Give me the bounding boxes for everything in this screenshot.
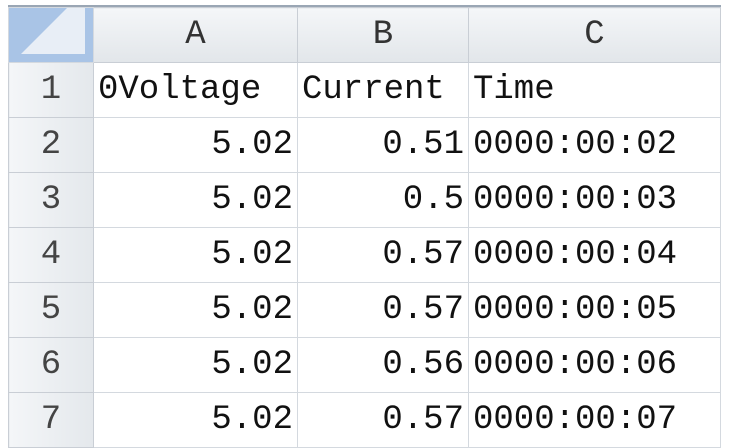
- cell-c7[interactable]: 0000:00:07: [468, 392, 721, 448]
- column-header-b[interactable]: B: [297, 7, 469, 63]
- cell-b7[interactable]: 0.57: [297, 392, 469, 448]
- cell-b6[interactable]: 0.56: [297, 337, 469, 393]
- cell-a1[interactable]: 0Voltage: [93, 62, 298, 118]
- cell-c3[interactable]: 0000:00:03: [468, 172, 721, 228]
- spreadsheet-grid: A B C 1 0Voltage Current Time 2 5.02 0.51 0000:…: [8, 5, 721, 448]
- row-header[interactable]: 5: [8, 282, 94, 338]
- cell-c4[interactable]: 0000:00:04: [468, 227, 721, 283]
- cell-b2[interactable]: 0.51: [297, 117, 469, 173]
- cell-b4[interactable]: 0.57: [297, 227, 469, 283]
- table-row: 3 5.02 0.5 0000:00:03: [8, 172, 721, 228]
- cell-b1[interactable]: Current: [297, 62, 469, 118]
- row-header[interactable]: 7: [8, 392, 94, 448]
- table-row: 5 5.02 0.57 0000:00:05: [8, 282, 721, 338]
- table-row: 4 5.02 0.57 0000:00:04: [8, 227, 721, 283]
- cell-c1[interactable]: Time: [468, 62, 721, 118]
- row-header[interactable]: 4: [8, 227, 94, 283]
- cell-a4[interactable]: 5.02: [93, 227, 298, 283]
- cell-a7[interactable]: 5.02: [93, 392, 298, 448]
- table-row: 2 5.02 0.51 0000:00:02: [8, 117, 721, 173]
- cell-b5[interactable]: 0.57: [297, 282, 469, 338]
- cell-b3[interactable]: 0.5: [297, 172, 469, 228]
- cell-c5[interactable]: 0000:00:05: [468, 282, 721, 338]
- row-header[interactable]: 2: [8, 117, 94, 173]
- cell-a5[interactable]: 5.02: [93, 282, 298, 338]
- column-header-a[interactable]: A: [93, 7, 298, 63]
- table-row: 6 5.02 0.56 0000:00:06: [8, 337, 721, 393]
- table-row: 7 5.02 0.57 0000:00:07: [8, 392, 721, 448]
- cell-a2[interactable]: 5.02: [93, 117, 298, 173]
- row-header[interactable]: 3: [8, 172, 94, 228]
- row-header[interactable]: 6: [8, 337, 94, 393]
- cell-c6[interactable]: 0000:00:06: [468, 337, 721, 393]
- column-header-row: A B C: [8, 7, 721, 63]
- select-all-corner[interactable]: [8, 7, 94, 63]
- cell-a3[interactable]: 5.02: [93, 172, 298, 228]
- table-row: 1 0Voltage Current Time: [8, 62, 721, 118]
- column-header-c[interactable]: C: [468, 7, 721, 63]
- cell-a6[interactable]: 5.02: [93, 337, 298, 393]
- cell-c2[interactable]: 0000:00:02: [468, 117, 721, 173]
- row-header[interactable]: 1: [8, 62, 94, 118]
